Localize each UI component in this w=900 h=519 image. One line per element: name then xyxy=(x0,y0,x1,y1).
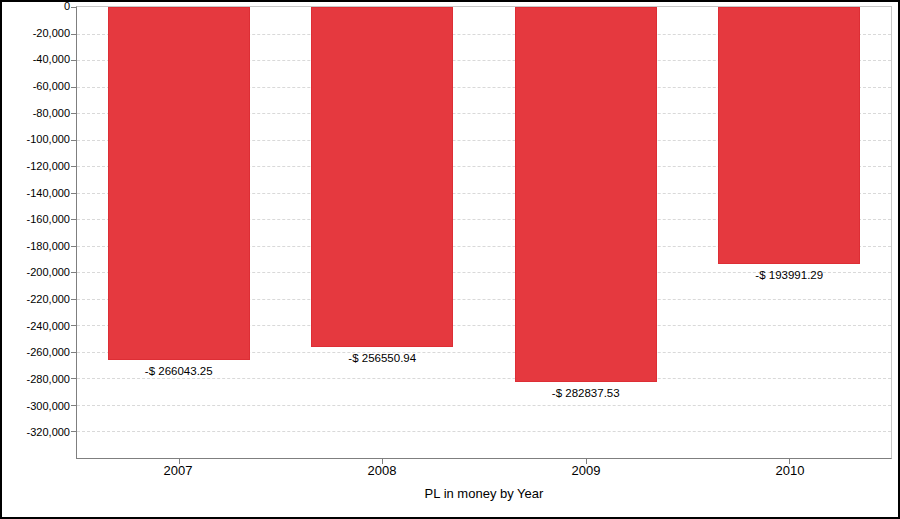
y-axis-tick xyxy=(71,193,76,194)
x-axis-title: PL in money by Year xyxy=(76,486,892,501)
x-axis-label: 2008 xyxy=(368,463,397,478)
bar-value-label: -$ 282837.53 xyxy=(552,387,620,399)
y-axis-tick xyxy=(71,34,76,35)
y-axis-tick xyxy=(71,378,76,379)
y-axis-tick xyxy=(71,87,76,88)
x-axis-label: 2010 xyxy=(776,463,805,478)
y-axis-tick xyxy=(71,246,76,247)
y-axis-tick xyxy=(71,7,76,8)
bar xyxy=(311,7,453,347)
y-axis-tick xyxy=(71,60,76,61)
y-axis-tick xyxy=(71,166,76,167)
y-axis-tick xyxy=(71,325,76,326)
y-axis-label: -80,000 xyxy=(33,107,70,119)
y-axis-label: -200,000 xyxy=(27,266,70,278)
chart-window: 0 -20,000 -40,000 -60,000 -80,000 -100,000 -12… xyxy=(0,0,900,519)
gridline xyxy=(77,431,891,432)
y-axis-label: -100,000 xyxy=(27,133,70,145)
y-axis-label: -260,000 xyxy=(27,346,70,358)
y-axis-label: 0 xyxy=(64,0,70,12)
y-axis-tick xyxy=(71,431,76,432)
y-axis-label: -180,000 xyxy=(27,240,70,252)
y-axis-tick xyxy=(71,272,76,273)
y-axis-label: -60,000 xyxy=(33,80,70,92)
x-axis-labels-row: 2007 2008 2009 2010 xyxy=(76,463,892,479)
y-axis-tick xyxy=(71,405,76,406)
y-axis-label: -140,000 xyxy=(27,187,70,199)
bar xyxy=(515,7,657,382)
y-axis-tick xyxy=(71,352,76,353)
x-axis-label: 2009 xyxy=(572,463,601,478)
y-axis-label: -240,000 xyxy=(27,320,70,332)
y-axis-label: -160,000 xyxy=(27,213,70,225)
gridline xyxy=(77,378,891,379)
y-axis-label: -20,000 xyxy=(33,27,70,39)
y-axis-tick xyxy=(71,219,76,220)
y-axis-tick xyxy=(71,140,76,141)
bar-value-label: -$ 256550.94 xyxy=(348,352,416,364)
y-axis-label: -220,000 xyxy=(27,293,70,305)
x-axis-label: 2007 xyxy=(164,463,193,478)
y-axis-tick xyxy=(71,113,76,114)
plot-area: -$ 266043.25 -$ 256550.94 -$ 282837.53 -$ 1… xyxy=(76,6,892,459)
y-axis-label-gutter: 0-20,000-40,000-60,000-80,000-100,000-12… xyxy=(2,6,70,459)
y-axis-label: -40,000 xyxy=(33,53,70,65)
bar xyxy=(108,7,250,360)
gridline xyxy=(77,405,891,406)
bar xyxy=(718,7,860,264)
y-axis-label: -120,000 xyxy=(27,160,70,172)
y-axis-label: -300,000 xyxy=(27,400,70,412)
y-axis-tick xyxy=(71,299,76,300)
y-axis-label: -280,000 xyxy=(27,373,70,385)
bar-value-label: -$ 266043.25 xyxy=(145,365,213,377)
y-axis-label: -320,000 xyxy=(27,426,70,438)
bar-value-label: -$ 193991.29 xyxy=(755,269,823,281)
